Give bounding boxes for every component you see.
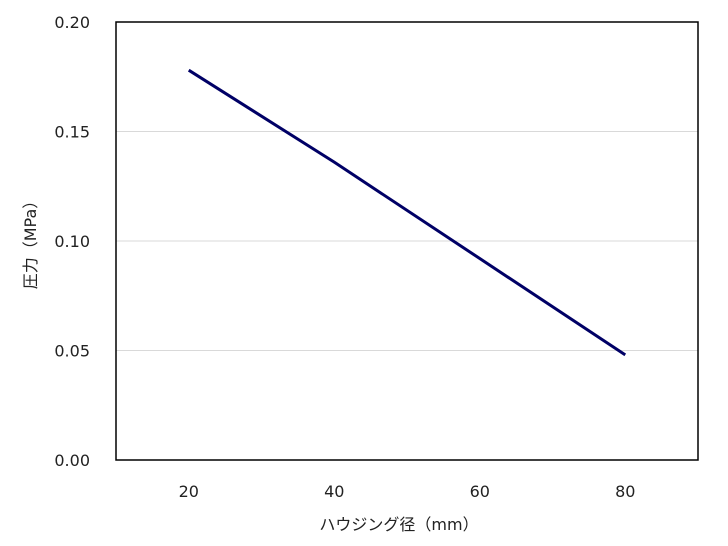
y-tick-label: 0.20 xyxy=(54,13,90,32)
x-tick-label: 60 xyxy=(470,482,490,501)
y-axis-title: 圧力（MPa） xyxy=(21,193,40,290)
y-tick-label: 0.15 xyxy=(54,123,90,142)
gridlines xyxy=(116,131,698,351)
data-line xyxy=(187,68,627,357)
y-tick-label: 0.00 xyxy=(54,451,90,470)
x-tick-label: 80 xyxy=(615,482,635,501)
x-tick-label: 40 xyxy=(324,482,344,501)
x-tick-label: 20 xyxy=(179,482,199,501)
y-axis-ticks: 0.00 0.05 0.10 0.15 0.20 xyxy=(54,13,90,470)
y-tick-label: 0.05 xyxy=(54,342,90,361)
x-axis-ticks: 20 40 60 80 xyxy=(179,482,636,501)
y-tick-label: 0.10 xyxy=(54,232,90,251)
plot-area-border xyxy=(115,21,699,461)
x-axis-title: ハウジング径（mm） xyxy=(319,515,478,534)
